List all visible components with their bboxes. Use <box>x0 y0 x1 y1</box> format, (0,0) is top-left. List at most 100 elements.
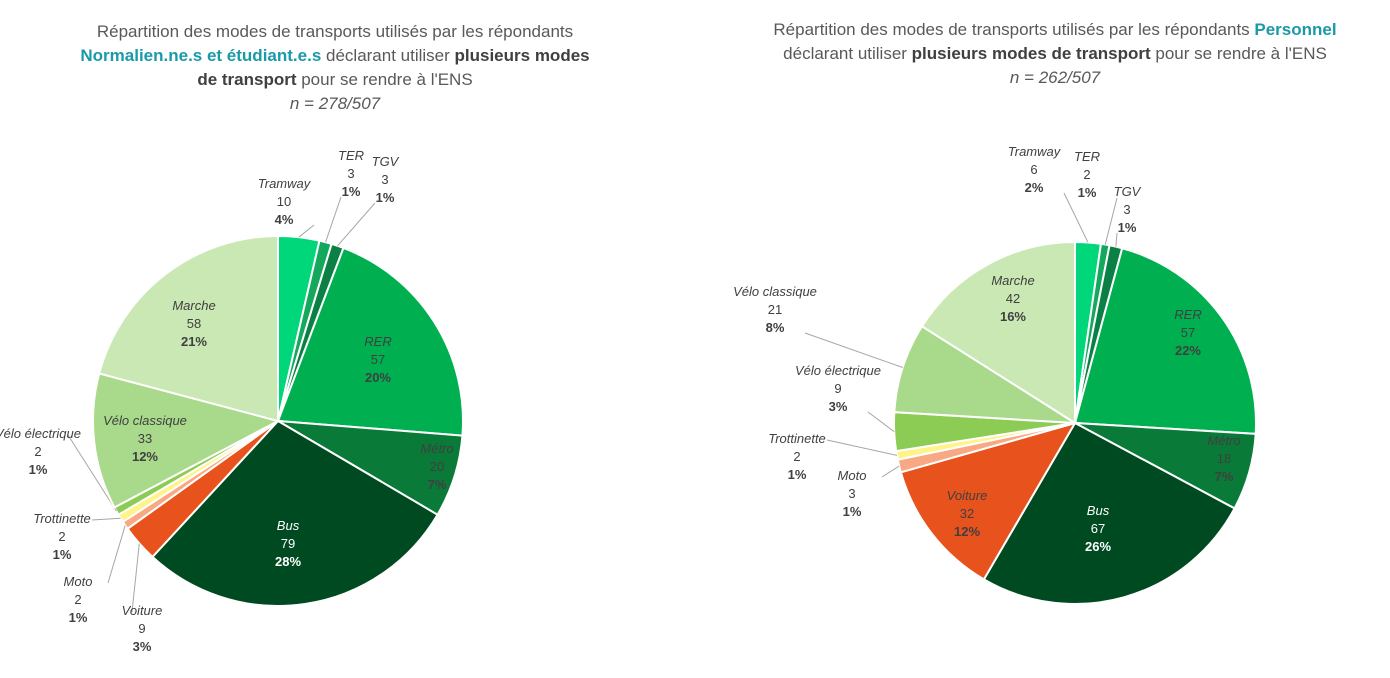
label-nm: Vélo électrique <box>0 426 81 441</box>
data-label: Vélo classique 21 8% <box>733 283 817 337</box>
label-vl: 42 <box>1005 291 1021 306</box>
leader-line <box>91 517 121 521</box>
leader-line <box>337 202 376 247</box>
title-segment: déclarant utiliser <box>783 44 912 63</box>
label-vl: 18 <box>1216 451 1232 466</box>
data-label: Métro 20 7% <box>420 440 453 494</box>
label-nm: Tramway <box>257 176 311 191</box>
label-nm: Vélo classique <box>103 413 187 428</box>
pie-slice-rer <box>276 246 464 437</box>
data-label: Voiture 9 3% <box>122 602 163 656</box>
label-nm: Marche <box>991 273 1035 288</box>
data-label: Bus 67 26% <box>1085 502 1111 556</box>
label-nm: TGV <box>371 154 399 169</box>
data-label: Tramway 6 2% <box>1008 143 1060 197</box>
label-vl: 9 <box>138 621 146 636</box>
data-label: TGV 3 1% <box>372 153 399 207</box>
title-segment: Personnel <box>1254 20 1337 39</box>
label-pc: 1% <box>28 462 48 477</box>
pie-slice-marche <box>97 234 279 423</box>
leader-line <box>1115 232 1118 247</box>
pie-slice-v-lo-classique <box>893 324 1076 424</box>
label-vl: 21 <box>767 302 783 317</box>
leader-line <box>881 465 900 478</box>
data-label: Vélo électrique 9 3% <box>795 362 881 416</box>
label-pc: 4% <box>274 212 294 227</box>
pie-slice-bus <box>151 419 439 607</box>
label-nm: Vélo classique <box>733 284 817 299</box>
label-vl: 10 <box>276 194 292 209</box>
label-vl: 9 <box>834 381 842 396</box>
label-nm: TER <box>338 148 364 163</box>
label-vl: 3 <box>347 166 355 181</box>
label-vl: 6 <box>1030 162 1038 177</box>
label-nm: TGV <box>1113 184 1141 199</box>
label-nm: Voiture <box>121 603 163 618</box>
label-vl: 57 <box>370 352 386 367</box>
leader-line <box>67 434 117 512</box>
data-label: Moto 3 1% <box>838 467 867 521</box>
label-nm: Moto <box>63 574 93 589</box>
data-label: Vélo classique 33 12% <box>103 412 187 466</box>
title-segment: pour se rendre à l'ENS <box>1150 44 1327 63</box>
label-vl: 20 <box>429 459 445 474</box>
pie-slice-rer <box>1073 247 1257 435</box>
data-label: TGV 3 1% <box>1114 183 1141 237</box>
label-vl: 2 <box>793 449 801 464</box>
data-label: Moto 2 1% <box>64 573 93 627</box>
label-nm: RER <box>1174 307 1202 322</box>
label-vl: 2 <box>58 529 66 544</box>
title-segment: plusieurs modes de transport <box>911 44 1151 63</box>
label-nm: Trottinette <box>33 511 91 526</box>
label-pc: 7% <box>427 477 447 492</box>
data-label: RER 57 20% <box>364 333 391 387</box>
label-vl: 32 <box>959 506 975 521</box>
label-pc: 7% <box>1214 469 1234 484</box>
data-label: RER 57 22% <box>1174 306 1201 360</box>
label-vl: 3 <box>1123 202 1131 217</box>
label-pc: 12% <box>953 524 981 539</box>
label-pc: 1% <box>1077 185 1097 200</box>
pie-slice-v-lo-classique <box>92 372 281 509</box>
data-label: TER 2 1% <box>1074 148 1100 202</box>
label-vl: 58 <box>186 316 202 331</box>
label-vl: 2 <box>74 592 82 607</box>
label-pc: 1% <box>375 190 395 205</box>
pie-slice-marche <box>920 240 1076 425</box>
data-label: Tramway 10 4% <box>258 175 310 229</box>
title-segment: pour se rendre à l'ENS <box>296 70 473 89</box>
label-pc: 1% <box>52 547 72 562</box>
label-nm: Bus <box>1086 503 1110 518</box>
data-label: TER 3 1% <box>338 147 364 201</box>
label-pc: 1% <box>341 184 361 199</box>
data-label: Marche 58 21% <box>172 297 215 351</box>
label-nm: Trottinette <box>768 431 826 446</box>
label-nm: Bus <box>276 518 300 533</box>
title-segment: Répartition des modes de transports util… <box>96 22 574 41</box>
title-segment: déclarant utiliser <box>321 46 455 65</box>
leader-line <box>1104 197 1118 245</box>
label-nm: Voiture <box>946 488 988 503</box>
data-label: Vélo électrique 2 1% <box>0 425 81 479</box>
label-vl: 3 <box>381 172 389 187</box>
label-pc: 8% <box>765 320 785 335</box>
data-label: Bus 79 28% <box>275 517 301 571</box>
label-pc: 16% <box>999 309 1027 324</box>
label-pc: 22% <box>1174 343 1202 358</box>
label-vl: 2 <box>34 444 42 459</box>
data-label: Trottinette 2 1% <box>33 510 91 564</box>
label-pc: 26% <box>1084 539 1112 554</box>
title-segment: Répartition des modes de transports util… <box>773 20 1255 39</box>
pie-slice-voiture <box>899 421 1078 581</box>
chart-title-left: Répartition des modes de transports util… <box>70 20 600 116</box>
leader-line <box>325 196 342 243</box>
chart-title-right: Répartition des modes de transports util… <box>760 18 1350 90</box>
data-label: Marche 42 16% <box>991 272 1034 326</box>
label-pc: 12% <box>131 449 159 464</box>
label-vl: 3 <box>848 486 856 501</box>
label-nm: Moto <box>837 468 867 483</box>
label-nm: Métro <box>1207 433 1241 448</box>
label-vl: 57 <box>1180 325 1196 340</box>
label-pc: 2% <box>1024 180 1044 195</box>
